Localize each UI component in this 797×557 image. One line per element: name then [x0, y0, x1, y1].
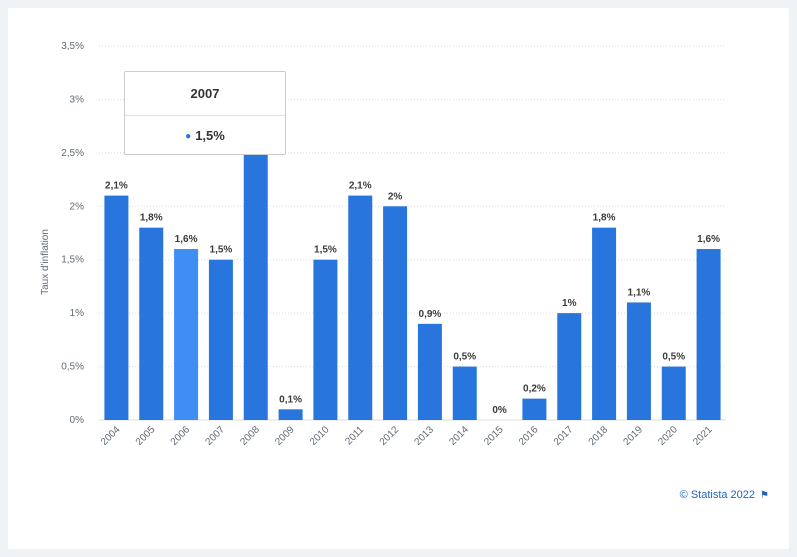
data-labels: 2,1% 1,8% 1,6% 1,5% 0,1% 1,5% 2,1% 2% 0,9% 0,5% 0%…: [105, 181, 720, 416]
data-label-2010: 1,5%: [314, 245, 337, 256]
bar-2014[interactable]: [452, 366, 477, 420]
bars: [104, 120, 721, 421]
tooltip-value: 1,5%: [195, 128, 225, 143]
y-tick-label: 2%: [70, 201, 85, 212]
bar-2020[interactable]: [661, 366, 686, 420]
y-tick-label: 2,5%: [61, 148, 84, 159]
bar-2011[interactable]: [348, 195, 373, 420]
data-label-2009: 0,1%: [279, 394, 302, 405]
bar-2006[interactable]: [174, 249, 199, 420]
x-tick-label: 2009: [273, 424, 297, 448]
x-tick-label: 2010: [308, 424, 332, 448]
x-tick-label: 2018: [587, 424, 611, 448]
data-label-2017: 1%: [562, 298, 577, 309]
bar-2021[interactable]: [696, 249, 721, 420]
data-label-2005: 1,8%: [140, 213, 163, 224]
y-tick-label: 1,5%: [61, 255, 84, 266]
data-label-2013: 0,9%: [419, 309, 442, 320]
x-tick-label: 2013: [413, 424, 437, 448]
bar-2004[interactable]: [104, 195, 129, 420]
x-tick-label: 2011: [343, 424, 366, 447]
y-tick-label: 0,5%: [61, 362, 84, 373]
x-tick-label: 2016: [517, 424, 541, 448]
data-label-2015: 0%: [492, 405, 507, 416]
data-label-2007: 1,5%: [210, 245, 233, 256]
data-label-2011: 2,1%: [349, 181, 372, 192]
bar-2009[interactable]: [278, 409, 303, 420]
data-label-2016: 0,2%: [523, 384, 546, 395]
tooltip-value-row: ● 1,5%: [125, 116, 285, 156]
x-axis-ticks: 2004 2005 2006 2007 2008 2009 2010 2011 2012 2013…: [99, 424, 715, 448]
tooltip-title: 2007: [125, 72, 285, 116]
x-tick-label: 2014: [447, 424, 471, 448]
x-tick-label: 2020: [656, 424, 680, 448]
x-tick-label: 2004: [99, 424, 123, 448]
bar-2005[interactable]: [139, 227, 164, 420]
bar-2007[interactable]: [208, 259, 233, 420]
x-tick-label: 2019: [622, 424, 646, 448]
statista-credit[interactable]: © Statista 2022 ⚑: [680, 489, 769, 501]
y-axis-label: Taux d'inflation: [40, 229, 51, 295]
bar-2010[interactable]: [313, 259, 338, 420]
tooltip: 2007 ● 1,5%: [124, 71, 286, 155]
bar-2012[interactable]: [383, 206, 408, 420]
series-dot-icon: ●: [185, 131, 192, 142]
flag-icon[interactable]: ⚑: [760, 490, 769, 501]
x-tick-label: 2008: [238, 424, 262, 448]
y-tick-label: 0%: [70, 415, 85, 426]
x-tick-label: 2012: [378, 424, 402, 448]
y-tick-label: 3,5%: [61, 41, 84, 52]
bar-2013[interactable]: [417, 323, 442, 420]
data-label-2006: 1,6%: [175, 234, 198, 245]
data-label-2004: 2,1%: [105, 181, 128, 192]
data-label-2020: 0,5%: [662, 352, 685, 363]
data-label-2014: 0,5%: [453, 352, 476, 363]
data-label-2019: 1,1%: [628, 287, 651, 298]
x-tick-label: 2017: [552, 424, 576, 448]
bar-2017[interactable]: [557, 313, 582, 420]
x-tick-label: 2005: [134, 424, 158, 448]
y-axis-ticks: 0% 0,5% 1% 1,5% 2% 2,5% 3% 3,5%: [61, 41, 84, 426]
y-tick-label: 1%: [70, 308, 85, 319]
y-tick-label: 3%: [70, 94, 85, 105]
grid-lines: [99, 45, 726, 421]
data-label-2021: 1,6%: [697, 234, 720, 245]
x-tick-label: 2021: [691, 424, 715, 448]
bar-2019[interactable]: [626, 302, 651, 420]
x-tick-label: 2007: [204, 424, 228, 448]
bar-2008[interactable]: [243, 120, 268, 421]
x-tick-label: 2006: [169, 424, 193, 448]
data-label-2012: 2%: [388, 191, 403, 202]
data-label-2018: 1,8%: [593, 213, 616, 224]
credit-text[interactable]: © Statista 2022: [679, 489, 756, 501]
x-tick-label: 2015: [482, 424, 506, 448]
bar-2016[interactable]: [522, 398, 547, 420]
bar-2018[interactable]: [592, 227, 617, 420]
